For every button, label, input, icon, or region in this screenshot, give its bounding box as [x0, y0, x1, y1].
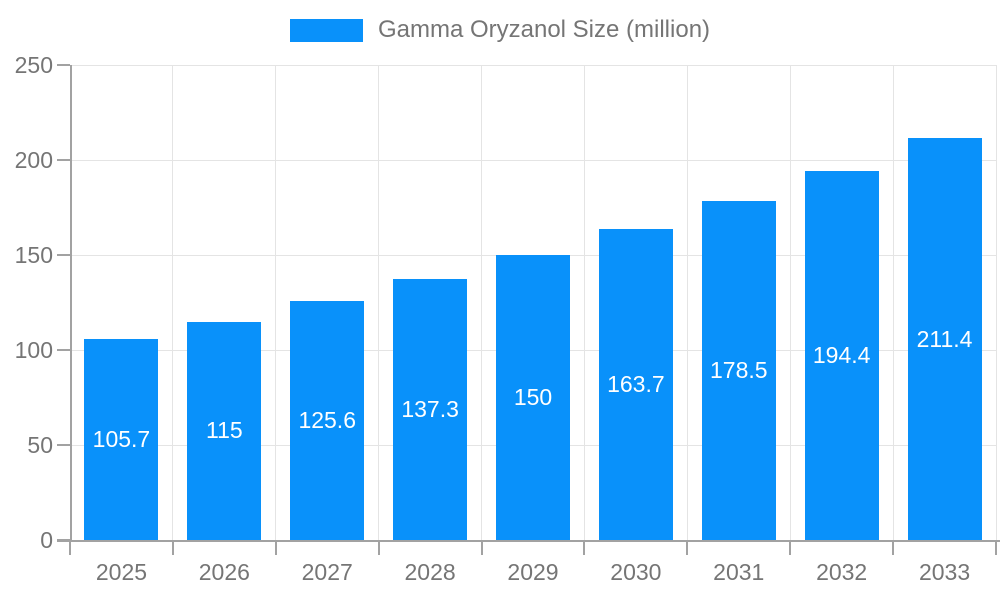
x-tick	[377, 542, 380, 555]
x-tick	[995, 542, 997, 555]
y-gridline	[70, 64, 996, 66]
x-tick	[789, 542, 792, 555]
x-tick	[892, 542, 895, 555]
y-tick-label: 200	[14, 146, 53, 173]
y-tick-label: 250	[14, 51, 53, 78]
plot-area: 0 50 100 150 200 250 105.7 2025 115 2026 125.6 2027…	[15, 53, 1000, 584]
bar-2028[interactable]	[393, 279, 468, 540]
y-tick	[57, 349, 70, 351]
x-gridline	[995, 65, 997, 540]
bar-2032[interactable]	[804, 170, 879, 540]
bar-value-label: 194.4	[812, 341, 871, 368]
y-tick	[57, 254, 70, 256]
legend-label: Gamma Oryzanol Size (million)	[377, 16, 711, 43]
x-tick	[274, 542, 277, 555]
x-gridline	[583, 65, 585, 540]
bar-2033[interactable]	[907, 138, 982, 540]
x-tick	[171, 542, 174, 555]
bar-2029[interactable]	[496, 255, 570, 540]
x-tick	[480, 542, 483, 555]
y-axis-line	[70, 65, 72, 540]
y-tick-label: 0	[40, 526, 53, 553]
x-tick	[69, 542, 71, 555]
x-tick-label: 2029	[507, 559, 559, 585]
y-tick-label: 50	[27, 431, 53, 458]
x-tick-label: 2031	[713, 559, 765, 585]
x-tick-label: 2030	[610, 559, 662, 585]
legend-swatch	[289, 18, 363, 42]
y-tick	[57, 444, 70, 446]
legend-item[interactable]: Gamma Oryzanol Size (million)	[0, 18, 1000, 42]
bar-2027[interactable]	[290, 301, 365, 540]
x-gridline	[686, 65, 688, 540]
bar-2030[interactable]	[598, 228, 673, 540]
y-gridline	[70, 159, 996, 161]
x-gridline	[378, 65, 380, 540]
bar-value-label: 137.3	[401, 396, 459, 423]
x-tick	[583, 542, 586, 555]
bar-value-label: 178.5	[709, 356, 768, 383]
y-tick-label: 150	[14, 241, 53, 268]
x-tick-label: 2028	[404, 559, 456, 585]
x-gridline	[275, 65, 277, 540]
y-tick	[57, 159, 70, 161]
y-tick	[57, 64, 70, 66]
x-tick-label: 2033	[918, 559, 971, 585]
bar-value-label: 163.7	[607, 371, 665, 397]
bar-value-label: 115	[205, 417, 243, 444]
bar-value-label: 105.7	[92, 426, 151, 453]
x-gridline	[789, 65, 791, 540]
y-tick-label: 100	[14, 336, 53, 363]
x-gridline	[481, 65, 483, 540]
bar-value-label: 125.6	[298, 407, 356, 434]
x-tick-label: 2026	[198, 559, 250, 585]
x-tick	[686, 542, 689, 555]
x-axis-line	[57, 540, 1000, 542]
bar-2025[interactable]	[84, 339, 159, 540]
x-tick-label: 2027	[301, 559, 353, 585]
bar-2031[interactable]	[701, 200, 776, 540]
x-tick-label: 2032	[816, 559, 868, 585]
x-gridline	[172, 65, 174, 540]
x-gridline	[892, 65, 894, 540]
bar-value-label: 211.4	[916, 325, 973, 352]
x-tick-label: 2025	[95, 559, 148, 585]
bar-value-label: 150	[513, 384, 553, 410]
bar-2026[interactable]	[187, 321, 262, 540]
